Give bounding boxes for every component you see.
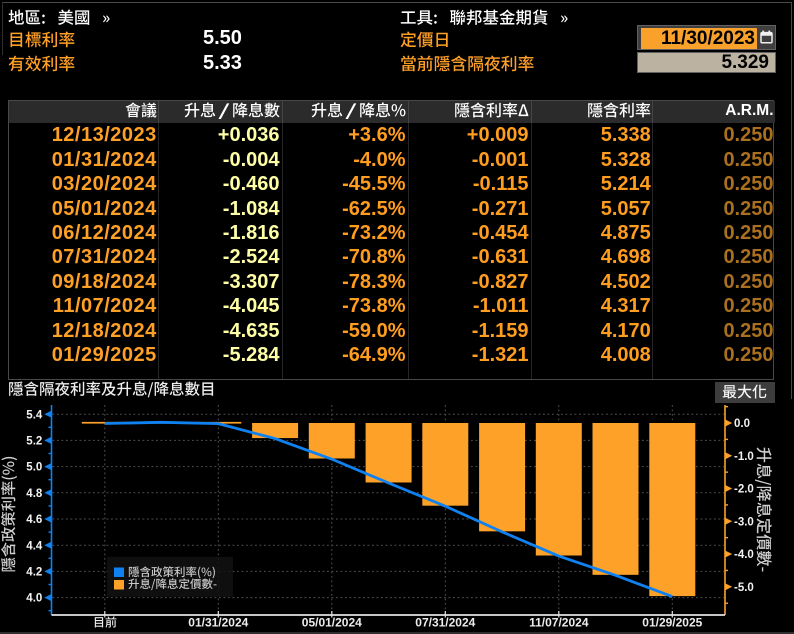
- svg-text:11/07/2024: 11/07/2024: [529, 616, 589, 630]
- svg-text:5.2: 5.2: [26, 436, 42, 448]
- svg-text:0.0: 0.0: [734, 418, 750, 430]
- svg-text:-1.0: -1.0: [734, 451, 754, 463]
- svg-text:-3.0: -3.0: [734, 516, 754, 528]
- svg-text:01/29/2025: 01/29/2025: [642, 616, 702, 630]
- svg-text:05/01/2024: 05/01/2024: [302, 616, 362, 630]
- svg-text:01/31/2024: 01/31/2024: [188, 616, 248, 630]
- svg-text:4.4: 4.4: [26, 540, 43, 552]
- svg-text:07/31/2024: 07/31/2024: [415, 616, 475, 630]
- svg-text:4.6: 4.6: [26, 514, 42, 526]
- svg-text:-5.0: -5.0: [734, 582, 754, 594]
- svg-text:-4.0: -4.0: [734, 549, 754, 561]
- svg-text:4.8: 4.8: [26, 488, 43, 500]
- svg-text:4.0: 4.0: [26, 593, 42, 605]
- svg-text:5.0: 5.0: [26, 462, 42, 474]
- svg-text:5.4: 5.4: [26, 409, 43, 421]
- svg-text:-2.0: -2.0: [734, 484, 754, 496]
- svg-text:4.2: 4.2: [26, 567, 42, 579]
